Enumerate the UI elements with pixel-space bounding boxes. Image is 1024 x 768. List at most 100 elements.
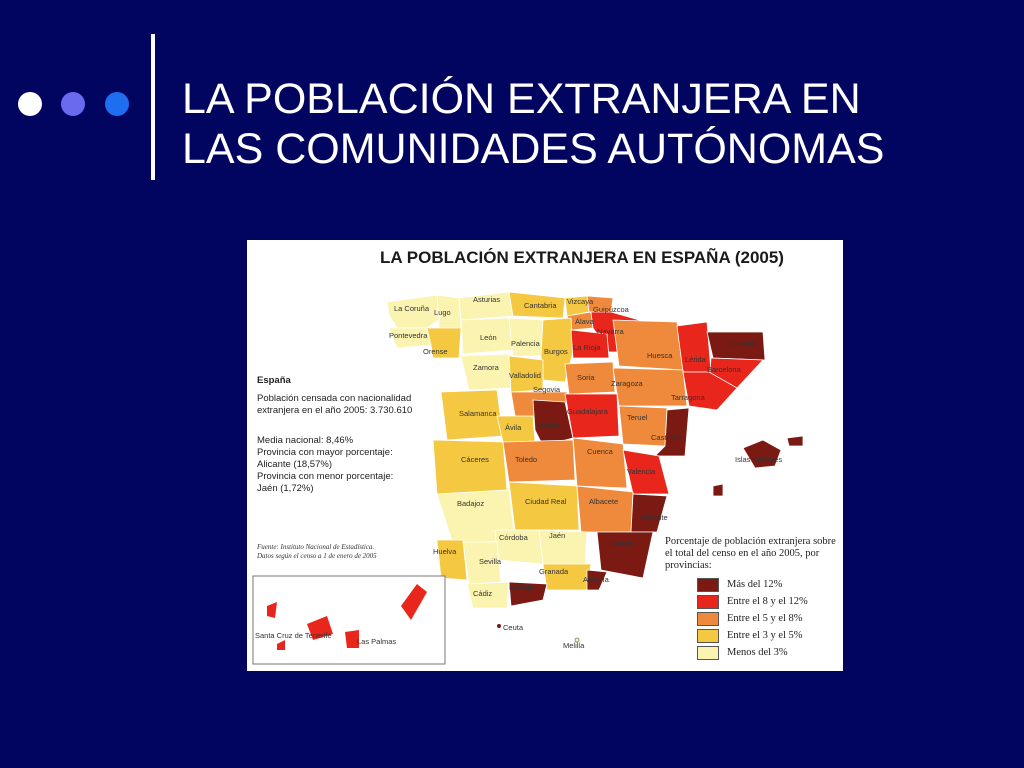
region-baleares-ibiza bbox=[712, 483, 724, 497]
info-max-value: Alicante (18,57%) bbox=[257, 459, 332, 470]
region-albacete bbox=[576, 485, 634, 533]
region-cuenca bbox=[572, 437, 628, 489]
svg-text:Navarra: Navarra bbox=[597, 327, 625, 336]
region-murcia bbox=[596, 531, 654, 579]
svg-text:Madrid: Madrid bbox=[537, 421, 560, 430]
svg-text:Melilla: Melilla bbox=[563, 641, 585, 650]
svg-text:Murcia: Murcia bbox=[611, 539, 634, 548]
svg-text:Sevilla: Sevilla bbox=[479, 557, 502, 566]
region-malaga bbox=[508, 581, 548, 607]
svg-text:Gerona: Gerona bbox=[731, 339, 757, 348]
region-cadiz bbox=[466, 581, 510, 609]
region-baleares-mallorca bbox=[742, 439, 782, 469]
bullet-dot-blue bbox=[105, 92, 129, 116]
svg-text:Cantabria: Cantabria bbox=[524, 301, 557, 310]
region-toledo bbox=[502, 439, 576, 483]
slide-title-line1: LA POBLACIÓN EXTRANJERA EN bbox=[182, 75, 861, 123]
region-ciudad-real bbox=[508, 481, 580, 531]
region-alicante bbox=[630, 493, 668, 533]
slide-title: LA POBLACIÓN EXTRANJERA EN LAS COMUNIDAD… bbox=[182, 74, 1002, 174]
svg-text:Málaga: Málaga bbox=[509, 583, 534, 592]
region-almeria bbox=[586, 569, 608, 591]
svg-text:Asturias: Asturias bbox=[473, 295, 500, 304]
legend-item: Entre el 3 y el 5% bbox=[697, 627, 840, 644]
svg-text:Salamanca: Salamanca bbox=[459, 409, 497, 418]
svg-text:Palencia: Palencia bbox=[511, 339, 541, 348]
svg-text:Álava: Álava bbox=[575, 317, 595, 326]
svg-text:Teruel: Teruel bbox=[627, 413, 648, 422]
svg-text:Córdoba: Córdoba bbox=[499, 533, 529, 542]
info-media: Media nacional: 8,46% bbox=[257, 435, 354, 446]
legend-item: Entre el 8 y el 12% bbox=[697, 593, 840, 610]
svg-text:La Coruña: La Coruña bbox=[394, 304, 430, 313]
legend-swatch bbox=[697, 645, 719, 660]
region-valladolid bbox=[508, 355, 544, 393]
svg-text:La Rioja: La Rioja bbox=[573, 343, 601, 352]
svg-text:Alicante: Alicante bbox=[641, 513, 668, 522]
region-castellon bbox=[654, 407, 690, 457]
bullet-dots bbox=[18, 92, 138, 122]
svg-text:Ciudad Real: Ciudad Real bbox=[525, 497, 567, 506]
svg-text:Burgos: Burgos bbox=[544, 347, 568, 356]
region-zaragoza bbox=[612, 367, 688, 407]
population-map-figure: LA POBLACIÓN EXTRANJERA EN ESPAÑA (2005)… bbox=[247, 240, 843, 671]
source-note: Fuente: Instituto Nacional de Estadístic… bbox=[257, 543, 377, 560]
province-labels: La Coruña Lugo Asturias Cantabria Vizcay… bbox=[255, 295, 782, 650]
svg-text:Castellón: Castellón bbox=[651, 433, 682, 442]
title-divider bbox=[151, 34, 155, 180]
region-cantabria bbox=[508, 291, 566, 319]
svg-text:Ceuta: Ceuta bbox=[503, 623, 524, 632]
svg-text:León: León bbox=[480, 333, 497, 342]
info-max-label: Provincia con mayor porcentaje: bbox=[257, 447, 393, 458]
svg-text:Tarragona: Tarragona bbox=[671, 393, 706, 402]
region-caceres bbox=[432, 439, 508, 495]
region-soria bbox=[564, 361, 616, 395]
svg-text:Granada: Granada bbox=[539, 567, 569, 576]
legend-swatch bbox=[697, 611, 719, 626]
legend-item: Más del 12% bbox=[697, 576, 840, 593]
region-huelva bbox=[436, 539, 468, 581]
legend-swatch bbox=[697, 577, 719, 592]
info-min-label: Provincia con menor porcentaje: bbox=[257, 471, 394, 482]
svg-text:Cádiz: Cádiz bbox=[473, 589, 492, 598]
svg-text:Santa Cruz de Tenerife: Santa Cruz de Tenerife bbox=[255, 631, 332, 640]
svg-text:Jaén: Jaén bbox=[549, 531, 565, 540]
region-zamora bbox=[460, 353, 512, 391]
legend-swatch bbox=[697, 594, 719, 609]
svg-text:Zamora: Zamora bbox=[473, 363, 500, 372]
map-legend: Porcentaje de población extranjera sobre… bbox=[665, 536, 840, 661]
svg-text:Huesca: Huesca bbox=[647, 351, 673, 360]
region-la-rioja bbox=[570, 329, 610, 359]
info-heading: España bbox=[257, 375, 291, 386]
svg-text:Soria: Soria bbox=[577, 373, 595, 382]
svg-text:Albacete: Albacete bbox=[589, 497, 618, 506]
region-orense bbox=[426, 327, 462, 359]
info-min-value: Jaén (1,72%) bbox=[257, 483, 314, 494]
svg-text:Lérida: Lérida bbox=[685, 355, 707, 364]
slide-title-line2: LAS COMUNIDADES AUTÓNOMAS bbox=[182, 125, 885, 173]
legend-item: Entre el 5 y el 8% bbox=[697, 610, 840, 627]
svg-text:Cáceres: Cáceres bbox=[461, 455, 489, 464]
svg-text:Toledo: Toledo bbox=[515, 455, 537, 464]
region-valencia bbox=[622, 449, 670, 495]
region-guadalajara bbox=[564, 393, 620, 439]
svg-text:Ávila: Ávila bbox=[505, 423, 522, 432]
svg-text:Segovia: Segovia bbox=[533, 385, 561, 394]
legend-swatch bbox=[697, 628, 719, 643]
spain-map: La Coruña Lugo Asturias Cantabria Vizcay… bbox=[252, 291, 804, 665]
svg-text:Cuenca: Cuenca bbox=[587, 447, 614, 456]
svg-text:Valencia: Valencia bbox=[627, 467, 656, 476]
svg-text:Valladolid: Valladolid bbox=[509, 371, 541, 380]
bullet-dot-violet bbox=[61, 92, 85, 116]
svg-text:Barcelona: Barcelona bbox=[707, 365, 742, 374]
info-census: Población censada con nacionalidad extra… bbox=[257, 393, 413, 416]
region-girona bbox=[706, 331, 766, 361]
svg-text:Guipúzcoa: Guipúzcoa bbox=[593, 305, 630, 314]
svg-text:Lugo: Lugo bbox=[434, 308, 451, 317]
svg-text:Badajoz: Badajoz bbox=[457, 499, 484, 508]
svg-text:Pontevedra: Pontevedra bbox=[389, 331, 428, 340]
region-lleida bbox=[676, 321, 712, 373]
legend-title: Porcentaje de población extranjera sobre… bbox=[665, 536, 836, 571]
svg-text:Orense: Orense bbox=[423, 347, 448, 356]
svg-text:Zaragoza: Zaragoza bbox=[611, 379, 644, 388]
